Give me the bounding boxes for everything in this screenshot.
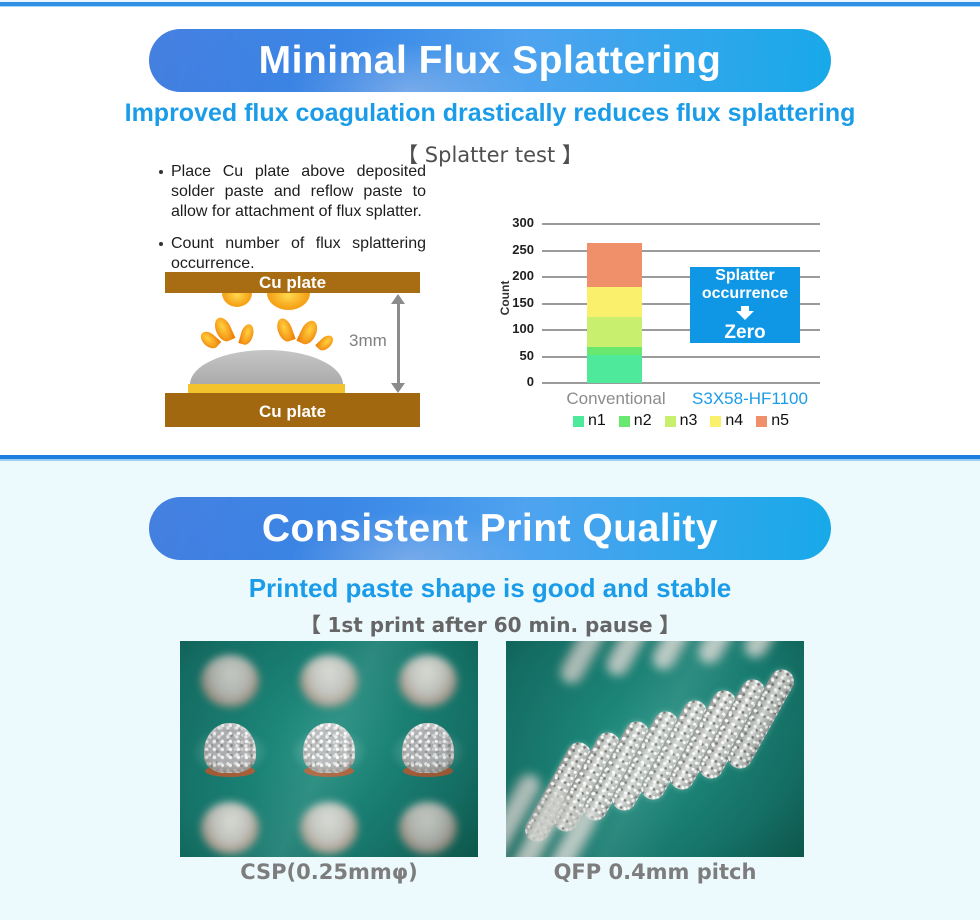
bullet-item: Place Cu plate above deposited solder pa…	[158, 162, 426, 221]
arrow-head-down	[391, 383, 405, 393]
annotation-line: Splatter	[715, 267, 775, 284]
cu-plate-label: Cu plate	[258, 402, 327, 421]
paste-dot	[191, 721, 269, 781]
flux-splatter-icon	[274, 316, 296, 344]
flux-droplet-icon	[222, 293, 252, 307]
flux-droplet-icon	[267, 293, 310, 310]
top-accent-line	[0, 0, 980, 8]
legend-item: n3	[664, 412, 698, 430]
solder-pad-strip	[188, 384, 345, 394]
section-title-banner: Consistent Print Quality	[149, 497, 831, 560]
section-print-quality: Consistent Print Quality Printed paste s…	[0, 461, 980, 920]
y-tick-label: 50	[519, 347, 534, 363]
y-tick-label: 100	[512, 321, 534, 336]
section-title: Minimal Flux Splattering	[258, 38, 722, 82]
legend-item: n2	[618, 412, 652, 430]
top-cu-plate: Cu plate	[165, 272, 420, 293]
gridline	[542, 355, 820, 358]
paste-dot	[389, 721, 467, 781]
bar-segment-n4	[587, 286, 642, 317]
legend-swatch	[618, 415, 630, 427]
solder-paste-dome	[190, 350, 343, 386]
paste-dot-blurred	[201, 655, 259, 707]
bar-segment-n2	[587, 346, 642, 356]
paste-dot-blurred	[399, 802, 457, 854]
section-title-banner: Minimal Flux Splattering	[149, 29, 831, 92]
legend-swatch	[664, 415, 676, 427]
bottom-cu-plate: Cu plate	[165, 393, 420, 427]
test-label: 【 1st print after 60 min. pause 】	[300, 613, 680, 637]
photo-caption: CSP(0.25mmφ)	[240, 860, 418, 884]
y-tick-label: 300	[512, 215, 534, 230]
paste-dot	[290, 721, 368, 781]
legend-label: n2	[633, 412, 652, 429]
legend-label: n3	[679, 412, 698, 429]
arrow-head-up	[391, 294, 405, 304]
dot-bell	[204, 723, 256, 773]
gridline	[542, 223, 820, 225]
section-subtitle: Improved flux coagulation drastically re…	[124, 99, 856, 127]
down-arrow-icon	[741, 305, 749, 311]
dot-bell	[303, 723, 355, 773]
dot-bell	[402, 723, 454, 773]
stacked-bar	[587, 242, 642, 383]
legend-item: n1	[573, 412, 606, 430]
section-title: Consistent Print Quality	[261, 506, 719, 550]
down-arrow-icon	[736, 310, 754, 320]
category-label-product: S3X58-HF1100	[692, 389, 808, 408]
bar-segment-n5	[587, 242, 642, 287]
legend-item: n4	[710, 412, 743, 430]
y-tick-label: 0	[526, 374, 534, 389]
gap-distance-label: 3mm	[349, 331, 387, 350]
paste-dot-blurred	[399, 655, 457, 707]
photo-csp	[180, 641, 478, 857]
paste-dot-blurred	[201, 802, 259, 854]
cu-plate-label: Cu plate	[258, 273, 327, 292]
flux-splatter-icon	[315, 332, 336, 354]
paste-dot-blurred	[300, 802, 358, 854]
splatter-test-diagram: Cu plate Cu plate 3mm	[163, 272, 433, 432]
gridline	[542, 329, 820, 331]
zero-annotation: Splatter occurrence Zero	[690, 267, 800, 343]
y-tick-label: 200	[512, 268, 534, 283]
bullet-item: Count number of flux splattering occurre…	[158, 234, 426, 274]
chart-legend: n1 n2 n3 n4 n5	[542, 412, 820, 430]
annotation-line: occurrence	[701, 284, 789, 302]
legend-swatch	[710, 415, 722, 427]
flux-splatter-icon	[238, 322, 256, 347]
gridline	[542, 249, 820, 252]
bar-segment-n3	[587, 316, 642, 347]
arrow-line	[396, 301, 400, 386]
photo-caption: QFP 0.4mm pitch	[553, 860, 757, 884]
y-tick-label: 250	[512, 241, 534, 257]
annotation-result: Zero	[724, 321, 766, 343]
paste-bar-blurred	[739, 641, 804, 662]
gap-arrow-icon	[391, 294, 405, 393]
legend-swatch	[573, 415, 584, 427]
legend-swatch	[756, 415, 768, 427]
bullet-list: Place Cu plate above deposited solder pa…	[158, 162, 426, 287]
bar-segment-n1	[587, 355, 642, 383]
test-label: 【 Splatter test 】	[397, 143, 583, 167]
section-divider	[0, 455, 980, 461]
gridline	[542, 276, 820, 278]
category-label-conventional: Conventional	[566, 389, 666, 408]
legend-label: n5	[771, 412, 789, 429]
legend-item: n5	[756, 412, 789, 430]
splatter-chart: Count Splatter occurrence Zero Conventio…	[492, 205, 832, 445]
photo-qfp	[506, 641, 804, 857]
y-tick-label: 150	[512, 294, 534, 310]
paste-dot-blurred	[300, 655, 358, 707]
legend-label: n4	[725, 412, 744, 429]
gridline	[542, 302, 820, 305]
gridline	[542, 382, 820, 384]
legend-label: n1	[588, 412, 606, 429]
section-subtitle: Printed paste shape is good and stable	[248, 573, 732, 603]
